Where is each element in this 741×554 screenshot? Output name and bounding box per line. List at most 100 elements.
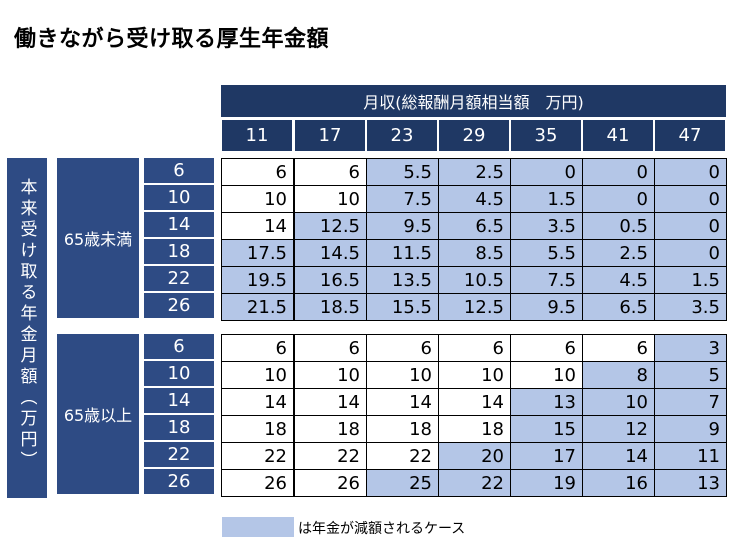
table-cell: 4.5	[438, 185, 511, 213]
table-cell: 3.5	[654, 293, 727, 321]
table-cell: 9	[654, 415, 727, 443]
table-cell: 4.5	[582, 266, 655, 294]
table-cell: 17	[510, 442, 583, 470]
table-cell: 0	[510, 158, 583, 186]
table-cell: 7	[654, 388, 727, 416]
table-cell: 18	[294, 415, 367, 443]
table-cell: 7.5	[366, 185, 439, 213]
table-cell: 14	[221, 212, 294, 240]
table-cell: 3	[654, 334, 727, 362]
table-cell: 10	[438, 361, 511, 389]
row-header-18: 18	[144, 415, 214, 440]
table-cell: 3.5	[510, 212, 583, 240]
table-cell: 0	[654, 185, 727, 213]
table-cell: 2.5	[582, 239, 655, 267]
table-cell: 1.5	[654, 266, 727, 294]
table-cell: 11.5	[366, 239, 439, 267]
table-cell: 16.5	[294, 266, 367, 294]
table-cell: 6	[366, 334, 439, 362]
legend-swatch	[222, 517, 294, 537]
legend-text: は年金が減額されるケース	[298, 521, 466, 537]
table-cell: 10	[221, 185, 294, 213]
table-cell: 10	[582, 388, 655, 416]
table-cell: 15.5	[366, 293, 439, 321]
column-header-17: 17	[295, 120, 365, 151]
table-cell: 9.5	[510, 293, 583, 321]
table-cell: 6.5	[582, 293, 655, 321]
row-header-14: 14	[144, 212, 214, 237]
pension-side-label-text: 本来受け取る年金月額（万円）	[16, 178, 37, 472]
table-cell: 25	[366, 469, 439, 497]
column-header-29: 29	[439, 120, 509, 151]
column-header-47: 47	[655, 120, 725, 151]
table-cell: 14.5	[294, 239, 367, 267]
column-header-41: 41	[583, 120, 653, 151]
table-cell: 22	[294, 442, 367, 470]
table-cell: 12.5	[294, 212, 367, 240]
pension-side-label: 本来受け取る年金月額（万円）	[7, 158, 47, 498]
table-cell: 6	[294, 334, 367, 362]
row-header-6: 6	[144, 158, 214, 183]
table-cell: 18.5	[294, 293, 367, 321]
table-cell: 13.5	[366, 266, 439, 294]
table-cell: 16	[582, 469, 655, 497]
table-cell: 14	[438, 388, 511, 416]
table-cell: 19	[510, 469, 583, 497]
table-cell: 0	[582, 158, 655, 186]
table-cell: 14	[221, 388, 294, 416]
row-header-22: 22	[144, 442, 214, 467]
table-cell: 6	[294, 158, 367, 186]
row-header-26: 26	[144, 469, 214, 494]
table-cell: 6	[221, 158, 294, 186]
table-cell: 19.5	[221, 266, 294, 294]
table-cell: 10	[294, 185, 367, 213]
table-cell: 20	[438, 442, 511, 470]
table-cell: 0	[654, 239, 727, 267]
table-cell: 26	[221, 469, 294, 497]
table-cell: 18	[366, 415, 439, 443]
table-cell: 18	[221, 415, 294, 443]
row-header-14: 14	[144, 388, 214, 413]
table-cell: 17.5	[221, 239, 294, 267]
table-cell: 22	[221, 442, 294, 470]
table-cell: 6	[221, 334, 294, 362]
row-header-22: 22	[144, 266, 214, 291]
table-cell: 22	[438, 469, 511, 497]
table-cell: 18	[438, 415, 511, 443]
table-cell: 10	[366, 361, 439, 389]
table-cell: 0	[654, 158, 727, 186]
income-header: 月収(総報酬月額相当額 万円)	[221, 85, 726, 117]
table-cell: 0.5	[582, 212, 655, 240]
table-cell: 6.5	[438, 212, 511, 240]
table-cell: 21.5	[221, 293, 294, 321]
table-cell: 8.5	[438, 239, 511, 267]
table-cell: 10.5	[438, 266, 511, 294]
row-header-26: 26	[144, 293, 214, 318]
table-cell: 12	[582, 415, 655, 443]
table-cell: 14	[294, 388, 367, 416]
table-cell: 5	[654, 361, 727, 389]
table-cell: 11	[654, 442, 727, 470]
table-cell: 7.5	[510, 266, 583, 294]
table-cell: 6	[582, 334, 655, 362]
table-cell: 10	[221, 361, 294, 389]
table-cell: 8	[582, 361, 655, 389]
age-group-label: 65歳未満	[57, 158, 139, 318]
table-cell: 5.5	[366, 158, 439, 186]
table-cell: 14	[582, 442, 655, 470]
table-cell: 13	[654, 469, 727, 497]
table-cell: 10	[294, 361, 367, 389]
table-cell: 9.5	[366, 212, 439, 240]
table-cell: 0	[582, 185, 655, 213]
column-header-35: 35	[511, 120, 581, 151]
page-title: 働きながら受け取る厚生年金額	[14, 27, 330, 52]
row-header-10: 10	[144, 185, 214, 210]
table-cell: 13	[510, 388, 583, 416]
column-header-11: 11	[222, 120, 292, 151]
table-cell: 2.5	[438, 158, 511, 186]
age-group-label: 65歳以上	[57, 334, 139, 494]
table-cell: 1.5	[510, 185, 583, 213]
table-cell: 15	[510, 415, 583, 443]
row-header-18: 18	[144, 239, 214, 264]
table-cell: 22	[366, 442, 439, 470]
